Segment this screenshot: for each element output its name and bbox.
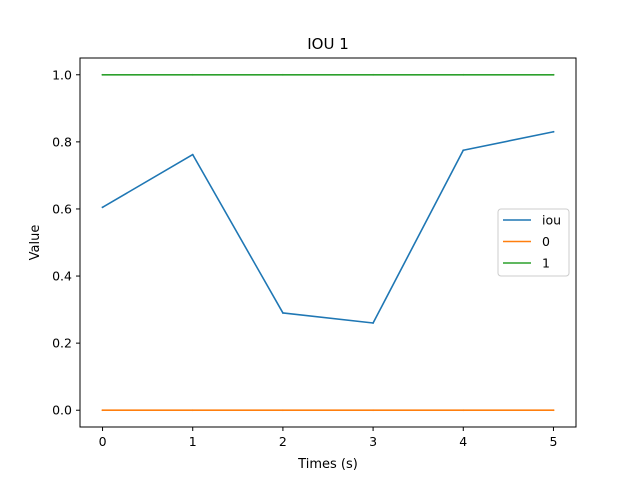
x-axis-label: Times (s) [297,457,358,472]
data-point-0 [372,409,374,412]
y-tick-label: 0.0 [52,403,72,418]
x-tick-label: 3 [369,434,377,449]
y-tick-label: 0.6 [52,201,72,216]
data-point-0 [282,409,284,412]
legend-box [497,208,570,277]
legend-label-0: 0 [542,234,550,249]
data-point-iou [101,206,104,209]
x-tick-label: 4 [459,434,467,449]
chart-title: IOU 1 [307,35,349,53]
data-point-0 [552,409,555,412]
y-tick-label: 0.2 [52,336,72,351]
legend: iou 0 1 [497,208,570,277]
data-point-1 [101,73,104,76]
y-axis-label: Value [28,225,43,261]
data-point-1 [191,73,194,76]
data-point-1 [552,73,555,76]
legend-label-iou: iou [542,213,561,228]
data-point-iou [372,322,374,324]
x-tick-label: 0 [99,434,107,449]
data-point-iou [552,130,555,133]
data-point-1 [372,73,374,76]
plot-series [101,73,555,412]
y-tick-label: 0.8 [52,134,72,149]
data-point-1 [462,73,465,76]
y-tick-label: 0.4 [52,269,72,284]
data-point-iou [462,149,465,152]
series-line-iou [101,130,555,324]
axis-ticks: 0 1 2 3 4 5 0.0 0.2 0.4 0.6 0.8 1.0 [52,67,557,449]
plot-frame [79,57,577,428]
data-point-1 [282,73,284,76]
x-tick-label: 5 [549,434,557,449]
y-tick-label: 1.0 [52,67,72,82]
data-point-0 [191,409,194,412]
legend-label-1: 1 [542,256,550,271]
x-tick-label: 2 [279,434,287,449]
data-point-0 [462,409,465,412]
data-point-0 [101,409,104,412]
x-tick-label: 1 [189,434,197,449]
data-point-iou [282,312,284,314]
data-point-iou [191,153,194,156]
